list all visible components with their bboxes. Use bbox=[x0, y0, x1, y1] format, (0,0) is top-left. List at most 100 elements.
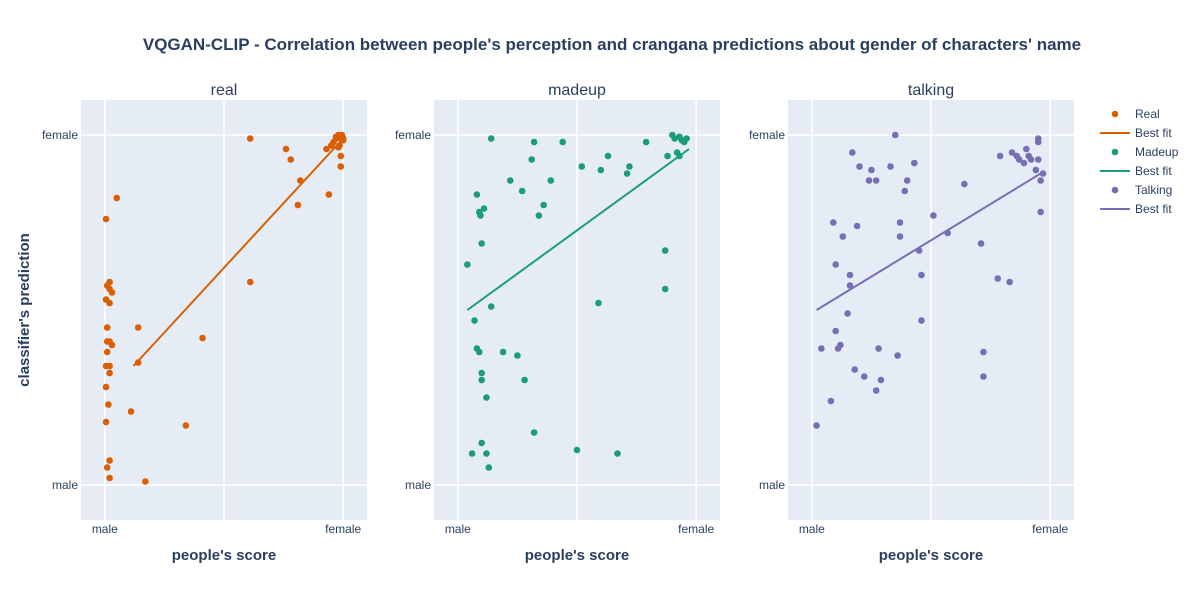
data-point bbox=[832, 261, 839, 268]
data-point bbox=[597, 166, 605, 174]
data-point bbox=[1023, 145, 1030, 153]
data-point bbox=[877, 376, 885, 384]
data-point bbox=[106, 457, 113, 464]
panel-subtitle: talking bbox=[908, 82, 954, 99]
data-point bbox=[849, 149, 856, 156]
data-point bbox=[1037, 177, 1044, 184]
data-point bbox=[818, 345, 825, 352]
data-point bbox=[521, 376, 528, 384]
data-point bbox=[623, 170, 631, 177]
data-point bbox=[338, 131, 346, 139]
data-point bbox=[832, 327, 839, 335]
y-tick-label: female bbox=[42, 128, 78, 142]
panel-subtitle: madeup bbox=[548, 82, 606, 99]
data-point bbox=[875, 345, 882, 352]
y-tick-label: male bbox=[759, 478, 785, 492]
data-point bbox=[918, 271, 925, 279]
data-point bbox=[514, 352, 521, 359]
x-axis-label: people's score bbox=[879, 547, 983, 564]
data-point bbox=[1032, 166, 1040, 174]
x-tick-label: male bbox=[92, 522, 118, 536]
data-point bbox=[887, 163, 894, 170]
data-point bbox=[1039, 170, 1047, 177]
data-point bbox=[106, 474, 113, 482]
data-point bbox=[530, 138, 538, 146]
data-point bbox=[487, 135, 495, 142]
data-point bbox=[296, 177, 304, 184]
data-point bbox=[1037, 208, 1044, 216]
data-point bbox=[977, 240, 985, 247]
data-point bbox=[106, 362, 113, 370]
data-point bbox=[930, 212, 937, 219]
x-tick-label: male bbox=[799, 522, 825, 536]
data-point bbox=[994, 275, 1002, 282]
legend-label: Best fit bbox=[1135, 126, 1172, 140]
data-point bbox=[872, 177, 880, 184]
legend-label: Real bbox=[1135, 107, 1160, 121]
data-point bbox=[134, 359, 142, 366]
x-tick-label: female bbox=[1032, 522, 1068, 536]
x-axis-label: people's score bbox=[172, 547, 276, 564]
x-axis-label: people's score bbox=[525, 547, 629, 564]
data-point bbox=[332, 133, 340, 141]
data-point bbox=[837, 341, 844, 349]
x-tick-label: male bbox=[445, 522, 471, 536]
legend-label: Best fit bbox=[1135, 202, 1172, 216]
data-point bbox=[980, 373, 987, 380]
data-point bbox=[547, 177, 555, 184]
data-point bbox=[464, 261, 471, 268]
data-point bbox=[103, 348, 111, 356]
data-point bbox=[642, 138, 650, 146]
data-point bbox=[478, 376, 485, 384]
data-point bbox=[483, 394, 490, 401]
data-point bbox=[891, 131, 899, 139]
data-point bbox=[1020, 159, 1028, 167]
data-point bbox=[894, 352, 901, 359]
data-point bbox=[487, 303, 495, 310]
data-point bbox=[106, 369, 113, 377]
data-point bbox=[108, 289, 116, 296]
data-point bbox=[901, 187, 909, 195]
data-point bbox=[683, 135, 690, 142]
best-fit-line bbox=[816, 172, 1042, 311]
y-tick-label: female bbox=[395, 128, 431, 142]
data-point bbox=[559, 138, 566, 146]
data-point bbox=[813, 422, 820, 429]
data-point bbox=[506, 177, 514, 184]
data-point bbox=[868, 166, 875, 174]
data-point bbox=[103, 464, 111, 471]
data-point bbox=[896, 219, 904, 226]
data-point bbox=[134, 324, 142, 331]
legend: Real Best fit Madeup Best fit Talking Best fi… bbox=[1100, 107, 1179, 216]
data-point bbox=[478, 240, 485, 247]
data-point bbox=[896, 233, 904, 240]
panel-real: real male female male female people's score bbox=[42, 82, 367, 564]
best-fit-line bbox=[466, 148, 690, 311]
data-point bbox=[102, 215, 110, 223]
data-point bbox=[1034, 156, 1042, 163]
data-point bbox=[102, 383, 110, 391]
panel-talking: talking male female male female people's scor… bbox=[749, 82, 1074, 564]
x-tick-label: female bbox=[325, 522, 361, 536]
data-point bbox=[853, 222, 861, 230]
chart-title: VQGAN-CLIP - Correlation between people'… bbox=[143, 35, 1081, 54]
data-point bbox=[246, 135, 254, 142]
data-point bbox=[182, 422, 190, 429]
data-point bbox=[829, 219, 837, 226]
y-tick-label: female bbox=[749, 128, 785, 142]
data-point bbox=[1006, 278, 1013, 286]
data-point bbox=[478, 369, 485, 377]
legend-label: Madeup bbox=[1135, 145, 1179, 159]
legend-marker-madeup bbox=[1111, 148, 1119, 156]
legend-marker-talking bbox=[1111, 186, 1119, 194]
data-point bbox=[573, 446, 581, 454]
data-point bbox=[540, 201, 547, 209]
data-point bbox=[614, 450, 621, 457]
data-point bbox=[844, 310, 851, 317]
data-point bbox=[485, 464, 493, 471]
data-point bbox=[323, 145, 330, 153]
data-point bbox=[335, 143, 342, 151]
data-point bbox=[1034, 138, 1042, 146]
data-point bbox=[676, 152, 683, 160]
